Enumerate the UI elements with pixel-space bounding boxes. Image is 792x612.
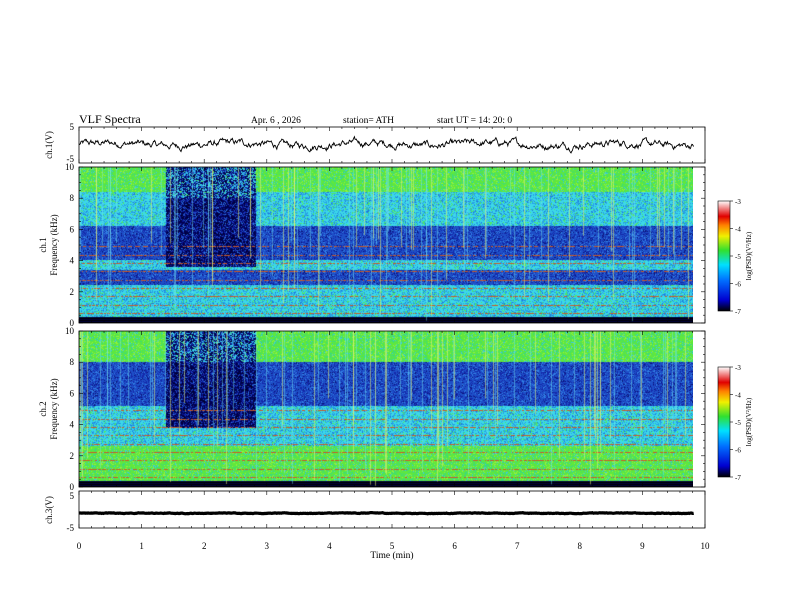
ch1-waveform-ylabel: ch.1(V)	[44, 131, 54, 159]
x-tick-label: 10	[701, 541, 711, 551]
ch1-colorbar	[717, 200, 731, 312]
ch3-ytick-top: 5	[70, 491, 75, 501]
colorbar-tick-label: -5	[735, 419, 741, 427]
colorbar-tick-label: -7	[735, 308, 741, 316]
date-label: Apr. 6 , 2026	[251, 116, 301, 126]
x-axis-label: Time (min)	[370, 550, 413, 561]
station-label: station= ATH	[343, 116, 394, 126]
colorbar-tick-label: -3	[735, 198, 741, 206]
ch1-ytick-bottom: -5	[67, 154, 75, 164]
ch2-spectrogram-xticks	[78, 331, 706, 487]
colorbar-tick-label: -3	[735, 364, 741, 372]
ch2-frequency-ticks: 0 2 4 6 8 10	[65, 326, 705, 492]
ch1-waveform-frame	[78, 126, 706, 164]
ch1-spectrogram-image	[79, 167, 693, 323]
frequency-tick-label: 4	[70, 420, 75, 430]
x-tick-label: 6	[452, 541, 457, 551]
frequency-tick-label: 8	[70, 193, 75, 203]
x-tick-label: 7	[515, 541, 520, 551]
x-tick-label: 4	[327, 541, 332, 551]
x-tick-label: 3	[265, 541, 270, 551]
frequency-tick-label: 10	[65, 162, 75, 172]
ch2-colorbar	[717, 366, 731, 478]
frequency-tick-label: 2	[70, 287, 75, 297]
figure-title: VLF Spectra	[79, 112, 141, 126]
ch3-ytick-bottom: -5	[67, 523, 75, 533]
x-tick-label: 1	[139, 541, 144, 551]
frequency-tick-label: 2	[70, 451, 75, 461]
ch1-channel-label: ch.1	[38, 237, 48, 252]
ch1-ytick-top: 5	[70, 122, 75, 132]
ch3-waveform-panel: 5 -5 ch.3(V) 0 1 2 3 4 5 6 7 8 9 10 Time (min)	[44, 490, 710, 561]
ch1-waveform-panel: 5 -5 ch.1(V)	[44, 122, 706, 164]
frequency-tick-label: 4	[70, 256, 75, 266]
x-tick-label: 0	[77, 541, 82, 551]
ch3-waveform-ylabel: ch.3(V)	[44, 496, 54, 524]
ch3-waveform-frame	[78, 490, 706, 529]
frequency-tick-label: 8	[70, 357, 75, 367]
x-axis-tick-labels: 0 1 2 3 4 5 6 7 8 9 10	[77, 541, 710, 551]
header: VLF Spectra Apr. 6 , 2026 station= ATH s…	[79, 112, 512, 126]
ch3-waveform-line	[78, 510, 694, 516]
colorbar-tick-label: -7	[735, 474, 741, 482]
ch1-colorbar-ticks: -3 -4 -5 -6 -7	[730, 198, 741, 316]
ch1-colorbar-label: log(PSD)(V²/Hz)	[745, 231, 753, 280]
colorbar-tick-label: -4	[735, 392, 741, 400]
colorbar-tick-label: -6	[735, 281, 741, 289]
ch1-spectrogram-xticks	[78, 167, 706, 323]
ch2-colorbar-label: log(PSD)(V²/Hz)	[745, 397, 753, 446]
x-tick-label: 8	[578, 541, 583, 551]
ch1-frequency-label: Frequency (kHz)	[49, 214, 59, 275]
ch2-colorbar-ticks: -3 -4 -5 -6 -7	[730, 364, 741, 482]
ch3-waveform-xticks	[78, 491, 706, 528]
frequency-tick-label: 0	[70, 318, 75, 328]
ch2-channel-label: ch.2	[38, 401, 48, 416]
ch2-frequency-label: Frequency (kHz)	[49, 378, 59, 439]
start-time-label: start UT = 14: 20: 0	[437, 116, 512, 126]
x-tick-label: 2	[202, 541, 207, 551]
ch1-frequency-ticks: 0 2 4 6 8 10	[65, 162, 705, 328]
frequency-tick-label: 0	[70, 482, 75, 492]
colorbar-tick-label: -6	[735, 447, 741, 455]
frequency-tick-label: 10	[65, 326, 75, 336]
frequency-tick-label: 6	[70, 388, 75, 398]
colorbar-tick-label: -5	[735, 253, 741, 261]
frequency-tick-label: 6	[70, 224, 75, 234]
ch1-waveform-line	[78, 135, 695, 154]
ch1-waveform-xticks	[78, 127, 706, 163]
x-tick-label: 5	[390, 541, 395, 551]
colorbar-tick-label: -4	[735, 226, 741, 234]
x-tick-label: 9	[640, 541, 645, 551]
ch2-spectrogram-image	[79, 331, 693, 487]
